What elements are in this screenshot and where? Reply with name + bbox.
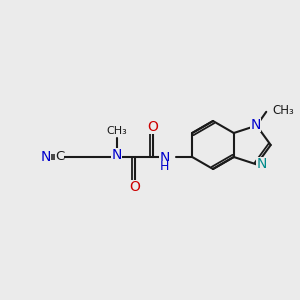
Text: CH₃: CH₃ xyxy=(272,104,294,117)
Text: O: O xyxy=(129,180,140,194)
Text: O: O xyxy=(147,120,158,134)
Text: H: H xyxy=(160,160,170,173)
Text: N: N xyxy=(250,118,261,132)
Text: N: N xyxy=(256,158,267,171)
Text: CH₃: CH₃ xyxy=(106,126,127,136)
Text: C: C xyxy=(55,151,64,164)
Text: N: N xyxy=(159,151,170,165)
Text: N: N xyxy=(40,150,51,164)
Text: N: N xyxy=(111,148,122,162)
